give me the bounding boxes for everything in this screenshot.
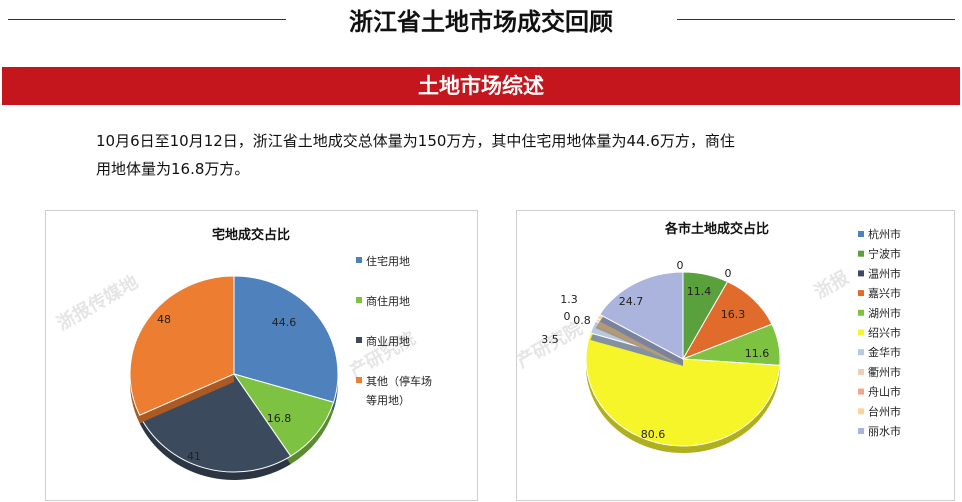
data-label: 41 xyxy=(187,450,201,463)
data-label: 0.8 xyxy=(573,314,591,327)
legend-swatch xyxy=(858,290,864,297)
section-title: 土地市场综述 xyxy=(418,74,544,98)
data-label: 44.6 xyxy=(272,316,297,329)
legend-entry: 台州市 xyxy=(868,404,901,418)
title-rule-left xyxy=(8,19,286,20)
data-label: 16.8 xyxy=(267,412,292,425)
legend-entry: 湖州市 xyxy=(868,306,901,320)
data-label: 0 xyxy=(677,259,684,272)
legend-entry: 舟山市 xyxy=(868,385,901,399)
pie-slice xyxy=(598,271,684,360)
legend-swatch xyxy=(356,377,362,383)
legend-swatch xyxy=(356,297,362,303)
data-label: 0 xyxy=(725,267,732,280)
legend-swatch xyxy=(858,368,864,375)
data-label: 11.4 xyxy=(687,285,712,298)
legend-entry: 衢州市 xyxy=(868,365,901,379)
pie-slice xyxy=(233,275,339,403)
section-banner: 土地市场综述 xyxy=(2,67,960,105)
residential-land-chart-panel: 浙报传媒地 产研究院 宅地成交占比 44.6 16.8 41 48 住宅用地 商住用地 商业用… xyxy=(45,210,478,501)
summary-line-1: 10月6日至10月12日，浙江省土地成交总体量为150万方，其中住宅用地体量为4… xyxy=(96,132,735,150)
data-label: 0 xyxy=(564,310,571,323)
legend-swatch xyxy=(858,408,864,415)
legend-swatch xyxy=(858,231,864,237)
title-rule-right xyxy=(677,19,955,20)
legend-entry: 丽水市 xyxy=(868,424,901,438)
legend-entry: 宁波市 xyxy=(868,247,901,261)
data-label: 1.3 xyxy=(560,293,578,306)
pie-slice xyxy=(681,281,773,360)
pie-slice xyxy=(585,332,781,447)
data-label: 80.6 xyxy=(641,428,666,441)
summary-paragraph: 10月6日至10月12日，浙江省土地成交总体量为150万方，其中住宅用地体量为4… xyxy=(96,127,886,183)
legend-entry: 商住用地 xyxy=(366,294,410,308)
legend-swatch xyxy=(858,250,864,257)
legend-swatch xyxy=(858,329,864,336)
legend-entry: 等用地） xyxy=(366,393,410,407)
legend-entry: 住宅用地 xyxy=(366,254,410,268)
legend-entry: 商业用地 xyxy=(366,334,410,348)
legend-swatch xyxy=(356,257,362,263)
data-label: 11.6 xyxy=(745,347,770,360)
pie-slice-side xyxy=(595,325,683,366)
legend-entry: 金华市 xyxy=(868,345,901,359)
chart-title: 各市土地成交占比 xyxy=(664,221,769,237)
data-label: 24.7 xyxy=(619,295,644,308)
pie-slice-side xyxy=(597,321,683,366)
data-label: 16.3 xyxy=(721,308,746,321)
pie-slice xyxy=(232,373,335,457)
data-label: 3.5 xyxy=(541,333,559,346)
legend-swatch xyxy=(858,349,864,356)
legend-entry: 杭州市 xyxy=(868,227,901,241)
legend-entry: 嘉兴市 xyxy=(868,286,901,300)
pie-slice xyxy=(138,373,292,473)
legend-swatch xyxy=(356,337,362,343)
legend-entry: 绍兴市 xyxy=(868,326,901,340)
legend-entry: 温州市 xyxy=(868,266,901,280)
legend-swatch xyxy=(858,270,864,277)
pie-slice xyxy=(129,275,235,416)
legend-entry: 其他（停车场 xyxy=(366,374,432,388)
city-land-chart-panel: 产研究院 浙报 各市土地成交占比 0 11.4 0 16.3 11.6 80.6 3.5 0.8… xyxy=(513,210,955,501)
data-label: 48 xyxy=(157,313,171,326)
page-title: 浙江省土地市场成交回顾 xyxy=(349,8,613,36)
chart-title: 宅地成交占比 xyxy=(212,227,290,243)
legend-swatch xyxy=(858,428,864,434)
legend-swatch xyxy=(858,309,864,316)
summary-line-2: 用地体量为16.8万方。 xyxy=(96,160,250,178)
legend-swatch xyxy=(858,388,864,395)
